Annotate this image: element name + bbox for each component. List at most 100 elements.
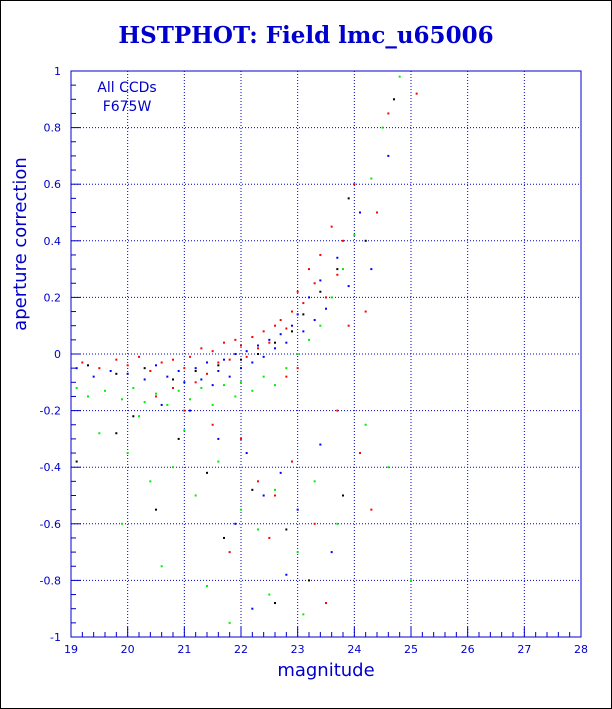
data-point: [296, 508, 299, 511]
data-point: [336, 409, 339, 412]
data-point: [285, 327, 288, 330]
data-point: [155, 508, 157, 511]
data-point: [387, 466, 390, 469]
data-point: [262, 330, 265, 333]
data-point: [364, 239, 367, 242]
data-point: [189, 409, 191, 412]
data-point: [274, 347, 276, 350]
data-point: [319, 290, 322, 293]
data-point: [240, 358, 242, 361]
data-point: [251, 607, 254, 610]
data-point: [347, 324, 350, 327]
y-tick-label: -0.6: [40, 518, 61, 531]
data-point: [398, 75, 401, 78]
y-tick-label: 0.6: [44, 178, 62, 191]
data-point: [313, 480, 316, 483]
data-point: [319, 443, 322, 446]
chart-title: HSTPHOT: Field lmc_u65006: [118, 22, 494, 49]
y-tick-label: -0.2: [40, 405, 61, 418]
data-point: [336, 256, 339, 259]
data-points: [75, 75, 418, 624]
data-point: [279, 319, 282, 322]
data-point: [268, 338, 271, 341]
axis-ticks: [70, 70, 582, 638]
data-point: [206, 372, 208, 375]
data-point: [285, 375, 288, 378]
data-point: [200, 378, 203, 381]
data-point: [279, 471, 282, 474]
data-point: [319, 253, 322, 256]
data-point: [206, 471, 208, 474]
x-tick-label: 25: [404, 643, 418, 656]
data-point: [251, 361, 254, 364]
data-point: [98, 432, 101, 435]
data-point: [194, 367, 197, 370]
data-point: [308, 338, 310, 341]
x-tick-label: 23: [291, 643, 305, 656]
data-point: [160, 565, 163, 568]
data-point: [172, 358, 174, 361]
data-point: [87, 395, 89, 398]
x-tick-label: 20: [121, 643, 135, 656]
data-point: [376, 211, 378, 214]
data-point: [240, 344, 242, 347]
data-point: [155, 364, 157, 367]
data-point: [177, 369, 180, 372]
data-point: [291, 310, 293, 313]
y-tick-label: 0: [54, 348, 61, 361]
data-point: [296, 290, 299, 293]
data-point: [217, 437, 220, 440]
data-point: [104, 389, 106, 392]
data-point: [98, 367, 101, 370]
data-point: [115, 432, 118, 435]
data-point: [291, 330, 293, 333]
data-point: [251, 389, 254, 392]
data-point: [234, 522, 237, 525]
data-point: [149, 369, 152, 372]
data-point: [370, 508, 373, 511]
data-point: [206, 361, 208, 364]
data-point: [274, 488, 276, 491]
data-point: [200, 386, 203, 389]
data-point: [194, 494, 197, 497]
data-point: [240, 367, 242, 370]
data-point: [228, 358, 231, 361]
data-point: [262, 375, 265, 378]
data-point: [143, 378, 146, 381]
data-point: [262, 355, 265, 358]
data-point: [228, 375, 231, 378]
data-point: [121, 398, 123, 401]
data-point: [245, 355, 248, 358]
y-tick-label: 0.8: [44, 122, 62, 135]
data-point: [189, 355, 191, 358]
data-point: [234, 395, 237, 398]
data-point: [285, 573, 288, 576]
data-point: [75, 367, 78, 370]
data-point: [155, 392, 157, 395]
data-point: [325, 296, 327, 299]
data-point: [370, 268, 373, 271]
data-point: [160, 403, 163, 406]
data-point: [109, 369, 112, 372]
data-point: [217, 460, 220, 463]
data-point: [166, 375, 169, 378]
data-point: [240, 381, 242, 384]
y-tick-label: -0.8: [40, 574, 61, 587]
data-point: [257, 480, 259, 483]
data-point: [223, 358, 225, 361]
data-point: [177, 389, 180, 392]
data-point: [132, 415, 135, 418]
data-point: [121, 522, 123, 525]
data-point: [172, 378, 174, 381]
data-point: [302, 302, 305, 305]
data-point: [166, 403, 169, 406]
data-point: [308, 296, 310, 299]
data-point: [336, 268, 339, 271]
data-point: [387, 154, 390, 157]
data-point: [313, 522, 316, 525]
data-point: [285, 341, 288, 344]
data-point: [291, 324, 293, 327]
data-point: [257, 528, 259, 531]
data-point: [353, 234, 356, 237]
data-point: [211, 423, 214, 426]
